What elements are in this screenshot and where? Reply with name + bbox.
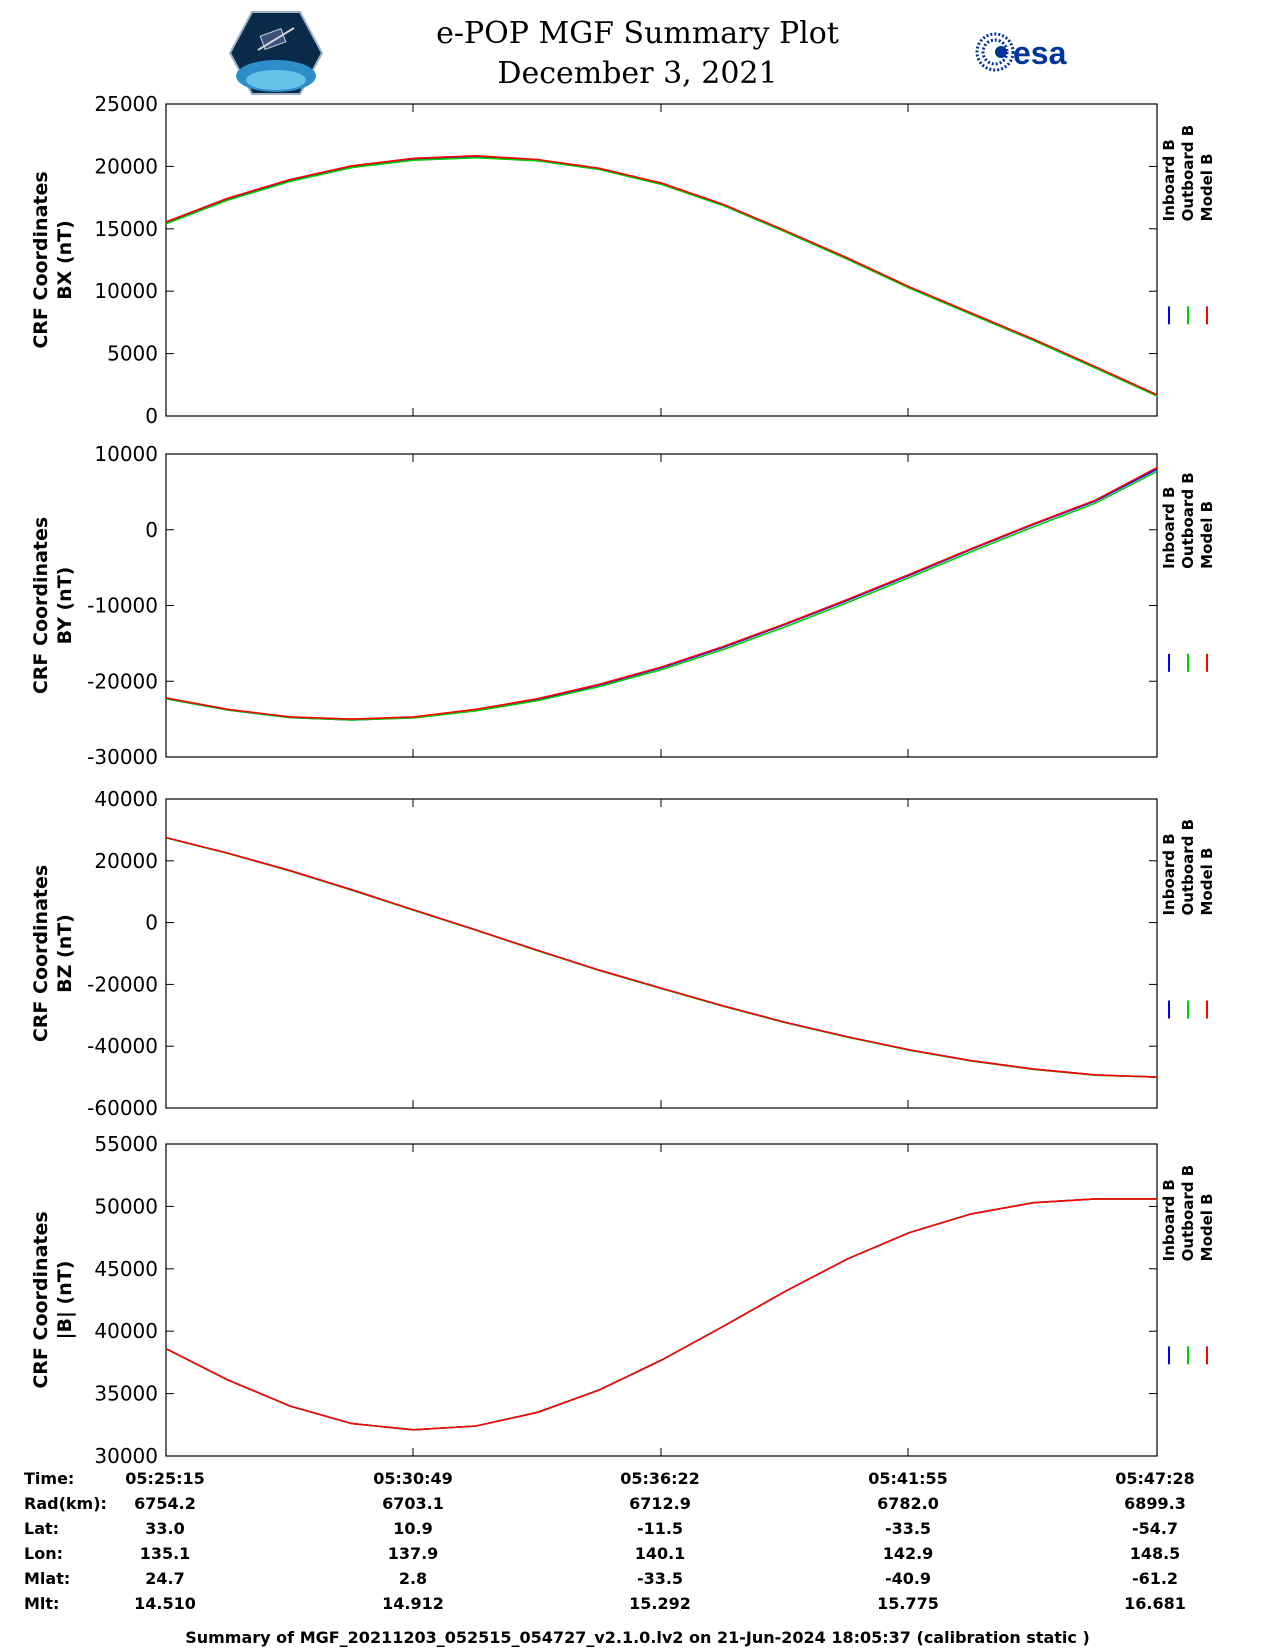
y-tick-label: -20000: [87, 669, 158, 693]
y-axis-label-line2: BX (nT): [54, 220, 76, 300]
y-tick-label: 30000: [94, 1444, 158, 1468]
y-axis-label-line1: CRF Coordinates: [30, 517, 52, 694]
chart-panel-1: 0 5000 10000 15000 20000 25000 CRF Coordinates…: [30, 92, 1216, 428]
y-tick-label: -30000: [87, 745, 158, 769]
y-axis-label: CRF Coordinates BZ (nT): [30, 865, 76, 1042]
legend-label: Outboard B: [1179, 819, 1197, 916]
legend-label: Outboard B: [1179, 1165, 1197, 1262]
legend-label: Inboard B: [1160, 139, 1178, 221]
y-tick-label: 25000: [94, 92, 158, 116]
y-tick-label: 10000: [94, 442, 158, 466]
series-line-model-b: [165, 1198, 1157, 1431]
legend-label: Inboard B: [1160, 1179, 1178, 1261]
series-line-outboard-b: [165, 156, 1158, 397]
cassiope-logo-icon: [228, 11, 324, 95]
y-tick-label: 35000: [94, 1382, 158, 1406]
y-tick-label: 40000: [94, 787, 158, 811]
footer-summary: Summary of MGF_20211203_052515_054727_v2…: [185, 1628, 1090, 1647]
y-axis-label: CRF Coordinates BY (nT): [30, 517, 76, 694]
legend-label: Model B: [1198, 501, 1216, 569]
y-axis-label: CRF Coordinates BX (nT): [30, 171, 76, 348]
legend-label: Model B: [1198, 1193, 1216, 1261]
plot-frame: [165, 103, 1158, 417]
legend-label: Model B: [1198, 848, 1216, 916]
y-tick-label: 15000: [94, 217, 158, 241]
plot-title-line1: e-POP MGF Summary Plot: [436, 16, 839, 51]
y-axis-label-line1: CRF Coordinates: [30, 171, 52, 348]
plot-title: e-POP MGF Summary Plot December 3, 2021: [0, 14, 1275, 94]
y-tick-label: 0: [145, 404, 158, 428]
legend-label: Inboard B: [1160, 487, 1178, 569]
y-axis-label-line2: BZ (nT): [54, 914, 76, 993]
series-line-model-b: [165, 154, 1158, 396]
y-axis-label-line2: |B| (nT): [54, 1261, 76, 1340]
series-line-model-b: [165, 836, 1158, 1078]
y-axis-label: CRF Coordinates |B| (nT): [30, 1211, 76, 1388]
legend-label: Outboard B: [1179, 472, 1197, 569]
y-tick-label: 40000: [94, 1319, 158, 1343]
legend-label: Model B: [1198, 153, 1216, 221]
plot-title-line2: December 3, 2021: [497, 56, 778, 91]
y-tick-label: 45000: [94, 1257, 158, 1281]
y-tick-label: -10000: [87, 594, 158, 618]
chart-panel-2: -30000 -20000 -10000 0 10000 CRF Coordinates B…: [30, 442, 1216, 769]
y-tick-label: 55000: [94, 1132, 158, 1156]
chart-panel-4: 30000 35000 40000 45000 50000 55000 CRF Coordi…: [30, 1132, 1216, 1468]
legend-label: Outboard B: [1179, 125, 1197, 222]
plot-frame: [165, 453, 1158, 758]
y-tick-label: -20000: [87, 972, 158, 996]
y-tick-label: 5000: [107, 342, 158, 366]
plot-frame: [165, 1143, 1158, 1457]
y-tick-label: 20000: [94, 154, 158, 178]
y-axis-label-line2: BY (nT): [54, 567, 76, 645]
legend-label: Inboard B: [1160, 833, 1178, 915]
y-tick-label: 50000: [94, 1194, 158, 1218]
y-tick-label: -40000: [87, 1034, 158, 1058]
series-line-model-b: [165, 466, 1158, 720]
y-tick-label: -60000: [87, 1096, 158, 1120]
y-axis-label-line1: CRF Coordinates: [30, 1211, 52, 1388]
chart-panel-3: -60000 -40000 -20000 0 20000 40000 CRF Coordin…: [30, 787, 1216, 1120]
y-axis-label-line1: CRF Coordinates: [30, 865, 52, 1042]
y-tick-label: 10000: [94, 279, 158, 303]
plot-frame: [165, 798, 1158, 1109]
y-tick-label: 20000: [94, 849, 158, 873]
y-tick-label: 0: [145, 911, 158, 935]
esa-logo-text: esa: [1013, 35, 1067, 71]
y-tick-label: 0: [145, 518, 158, 542]
esa-logo-icon: esa: [975, 32, 1067, 72]
